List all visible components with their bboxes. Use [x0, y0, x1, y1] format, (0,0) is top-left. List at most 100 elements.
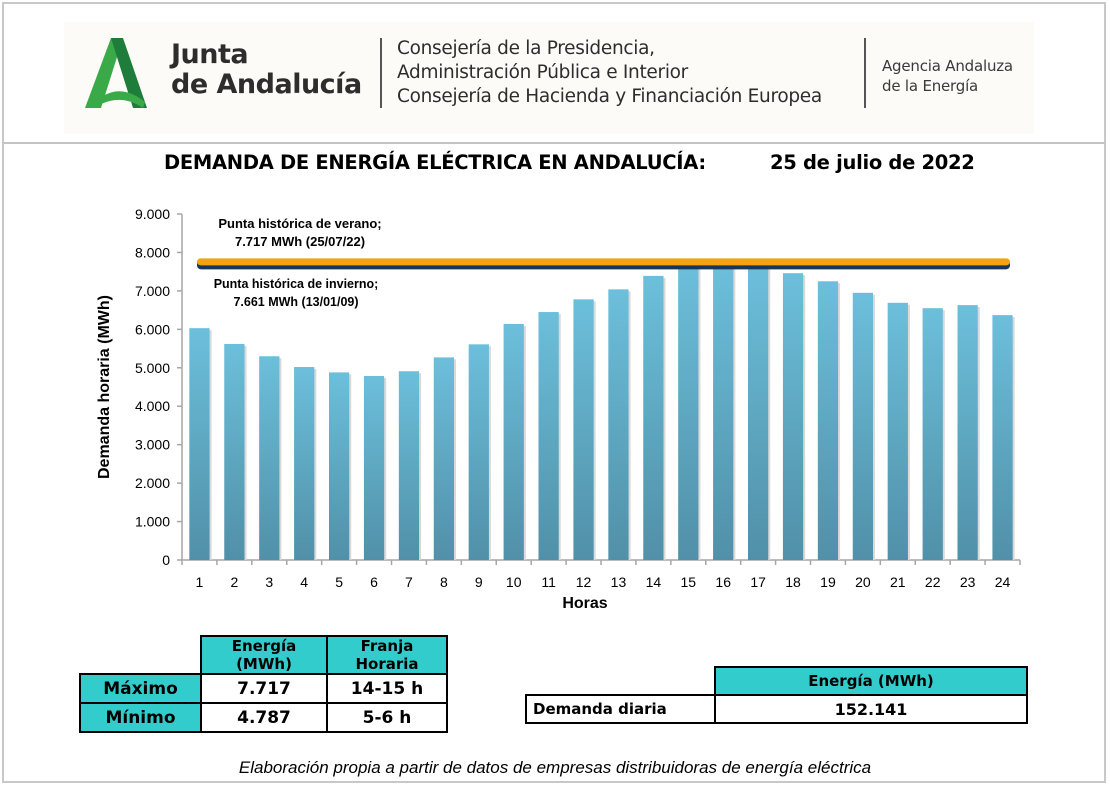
- logo-line-2: de Andalucía: [171, 69, 362, 100]
- x-tick-label: 17: [750, 574, 766, 590]
- row-label: Máximo: [79, 673, 202, 704]
- bar: [224, 343, 245, 560]
- table-row-minimo: Mínimo 4.787 5-6 h: [79, 702, 448, 733]
- junta-andalucia-logo-icon: [85, 38, 147, 108]
- bar: [992, 315, 1013, 560]
- bar: [363, 375, 385, 560]
- consejeria-line-1: Consejería de la Presidencia,: [397, 38, 655, 59]
- table-corner: [526, 667, 715, 695]
- bar: [468, 344, 489, 560]
- bar: [294, 367, 315, 560]
- bar: [259, 356, 280, 560]
- bar: [817, 281, 839, 560]
- agencia-text: Agencia Andaluza de la Energía: [882, 56, 1013, 96]
- chart-date: 25 de julio de 2022: [770, 151, 975, 174]
- logo-text: Junta de Andalucía: [171, 40, 362, 100]
- x-tick-label: 3: [265, 574, 273, 590]
- summer-peak-label: Punta histórica de verano;: [218, 216, 381, 231]
- y-tick-label: 3.000: [135, 437, 170, 453]
- x-tick-label: 6: [370, 574, 378, 590]
- header-franja: Franja Horaria: [326, 635, 448, 675]
- x-tick-label: 9: [475, 574, 483, 590]
- header-energia: Energía (MWh): [200, 635, 328, 675]
- header-banner: [64, 22, 1034, 134]
- bar: [957, 305, 978, 560]
- max-energia: 7.717: [200, 673, 328, 704]
- consejeria-line-2: Administración Pública e Interior: [397, 62, 688, 83]
- table-row-maximo: Máximo 7.717 14-15 h: [79, 673, 448, 704]
- max-franja: 14-15 h: [326, 673, 448, 704]
- bar: [608, 289, 629, 560]
- x-tick-label: 12: [576, 574, 592, 590]
- x-tick-label: 8: [440, 574, 448, 590]
- x-tick-label: 5: [335, 574, 343, 590]
- source-footnote: Elaboración propia a partir de datos de …: [238, 758, 872, 777]
- x-tick-label: 22: [925, 574, 941, 590]
- agencia-line-1: Agencia Andaluza: [882, 57, 1013, 75]
- x-tick-label: 4: [300, 574, 308, 590]
- x-tick-label: 2: [230, 574, 238, 590]
- demanda-label: Demanda diaria: [525, 694, 716, 724]
- y-tick-label: 2.000: [135, 475, 170, 491]
- bar: [713, 264, 734, 560]
- demanda-value: 152.141: [714, 694, 1028, 724]
- bar: [538, 312, 559, 560]
- bar: [573, 299, 594, 560]
- y-tick-label: 4.000: [135, 398, 170, 414]
- x-tick-label: 7: [405, 574, 413, 590]
- header-separator: [864, 38, 866, 108]
- logo-line-1: Junta: [171, 39, 249, 70]
- bar: [433, 357, 455, 560]
- min-energia: 4.787: [200, 702, 328, 733]
- y-tick-label: 7.000: [135, 283, 170, 299]
- x-tick-label: 14: [646, 574, 662, 590]
- header-divider: [4, 142, 1106, 144]
- chart-title: DEMANDA DE ENERGÍA ELÉCTRICA EN ANDALUCÍ…: [164, 151, 706, 174]
- consejeria-text: Consejería de la Presidencia, Administra…: [397, 37, 822, 109]
- min-franja: 5-6 h: [326, 702, 448, 733]
- agencia-line-2: de la Energía: [882, 77, 979, 95]
- bar: [852, 292, 874, 560]
- y-axis-label: Demanda horaria (MWh): [96, 295, 113, 479]
- header-separator: [380, 38, 382, 108]
- x-tick-label: 16: [715, 574, 731, 590]
- x-tick-label: 20: [855, 574, 871, 590]
- x-tick-label: 1: [196, 574, 204, 590]
- winter-peak-value: 7.661 MWh (13/01/09): [233, 295, 358, 309]
- y-tick-label: 6.000: [135, 321, 170, 337]
- bar: [503, 323, 524, 560]
- y-tick-label: 8.000: [135, 244, 170, 260]
- daily-demand-table: Energía (MWh) Demanda diaria 152.141: [525, 666, 1028, 724]
- bar: [747, 265, 769, 560]
- bar: [398, 371, 420, 560]
- bar: [922, 308, 943, 560]
- table-row-demanda: Demanda diaria 152.141: [525, 694, 1028, 724]
- header-energia: Energía (MWh): [714, 666, 1028, 696]
- bar: [328, 372, 350, 560]
- bar: [782, 273, 804, 560]
- x-tick-label: 11: [541, 574, 556, 590]
- row-label: Mínimo: [79, 702, 202, 733]
- y-tick-label: 0: [162, 552, 170, 568]
- x-tick-label: 10: [506, 574, 522, 590]
- x-tick-label: 23: [960, 574, 976, 590]
- minmax-table: Energía (MWh) Franja Horaria Máximo 7.71…: [79, 635, 448, 733]
- y-tick-label: 5.000: [135, 360, 170, 376]
- summer-peak-value: 7.717 MWh (25/07/22): [235, 234, 365, 249]
- x-tick-label: 13: [611, 574, 627, 590]
- x-tick-label: 21: [890, 574, 906, 590]
- x-axis-label: Horas: [562, 595, 607, 612]
- x-tick-label: 15: [681, 574, 697, 590]
- bar: [887, 302, 908, 560]
- bar: [643, 275, 664, 560]
- x-tick-label: 19: [820, 574, 836, 590]
- table-corner: [80, 636, 201, 674]
- x-tick-label: 24: [995, 574, 1011, 590]
- y-tick-label: 9.000: [135, 206, 170, 222]
- x-tick-label: 18: [785, 574, 801, 590]
- winter-peak-label: Punta histórica de invierno;: [214, 277, 379, 291]
- bar: [678, 263, 699, 560]
- summer-peak-line: [197, 258, 1010, 266]
